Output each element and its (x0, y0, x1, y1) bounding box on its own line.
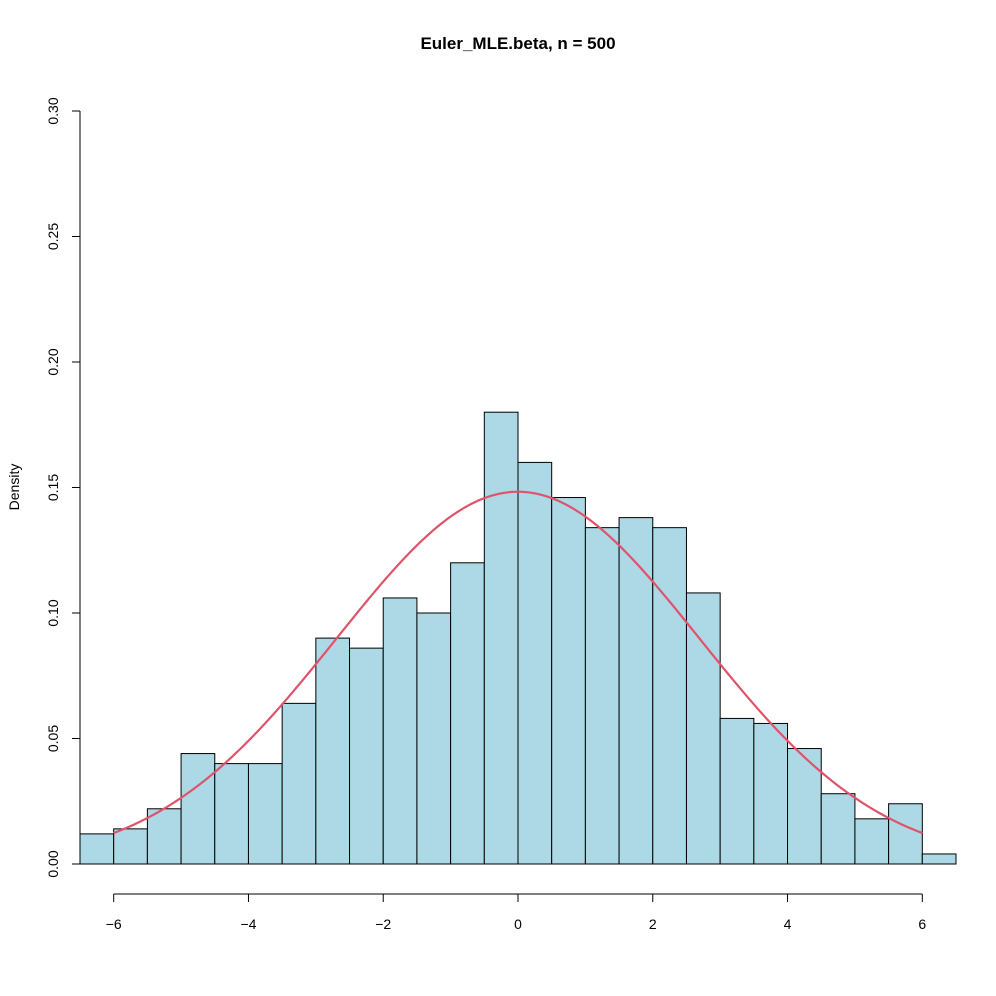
histogram-bar (450, 562, 485, 865)
y-tick-label: 0.00 (45, 850, 61, 877)
histogram-bar (652, 527, 687, 865)
x-tick-label: 2 (649, 916, 657, 932)
y-tick-label: 0.10 (45, 599, 61, 626)
histogram-bar (584, 527, 620, 865)
histogram-bar (416, 612, 452, 865)
density-curve (113, 490, 923, 835)
x-tick-label: −4 (240, 916, 256, 932)
histogram-bar (787, 748, 822, 865)
histogram-bar (483, 411, 519, 865)
y-axis-label: Density (6, 464, 22, 511)
y-tick-label: 0.15 (45, 474, 61, 501)
x-tick-label: −6 (106, 916, 122, 932)
x-tick-label: 0 (514, 916, 522, 932)
histogram-bar (214, 763, 249, 865)
histogram-bar (247, 763, 283, 865)
histogram-bar (753, 722, 789, 865)
histogram-bar (921, 853, 957, 865)
histogram-bar (854, 818, 890, 865)
histogram-bar (349, 647, 384, 865)
x-tick-label: −2 (375, 916, 391, 932)
histogram-bar (685, 592, 721, 865)
histogram-bar (113, 828, 148, 865)
histogram-bar (719, 717, 755, 865)
density-curve-layer (113, 490, 923, 835)
y-tick-label: 0.05 (45, 725, 61, 752)
y-axis: 0.00 0.05 0.10 0.15 0.20 0.25 0.30 (45, 97, 81, 878)
histogram-bar (180, 753, 216, 865)
x-axis: −6 −4 −2 0 2 4 6 (106, 893, 926, 932)
histogram-bars (79, 411, 957, 865)
y-tick-label: 0.30 (45, 97, 61, 124)
histogram-bar (551, 497, 586, 865)
x-tick-label: 6 (918, 916, 926, 932)
y-tick-label: 0.25 (45, 223, 61, 250)
histogram-bar (618, 517, 654, 865)
histogram-bar (888, 803, 923, 865)
chart-title: Euler_MLE.beta, n = 500 (420, 34, 615, 53)
y-tick-label: 0.20 (45, 348, 61, 375)
histogram-bar (79, 833, 115, 865)
histogram-bar (820, 793, 856, 865)
histogram-bar (281, 702, 317, 865)
x-tick-label: 4 (784, 916, 792, 932)
histogram-bar (315, 637, 351, 865)
histogram-bar (146, 808, 182, 865)
histogram-bar (517, 461, 553, 865)
histogram-bar (382, 597, 418, 865)
